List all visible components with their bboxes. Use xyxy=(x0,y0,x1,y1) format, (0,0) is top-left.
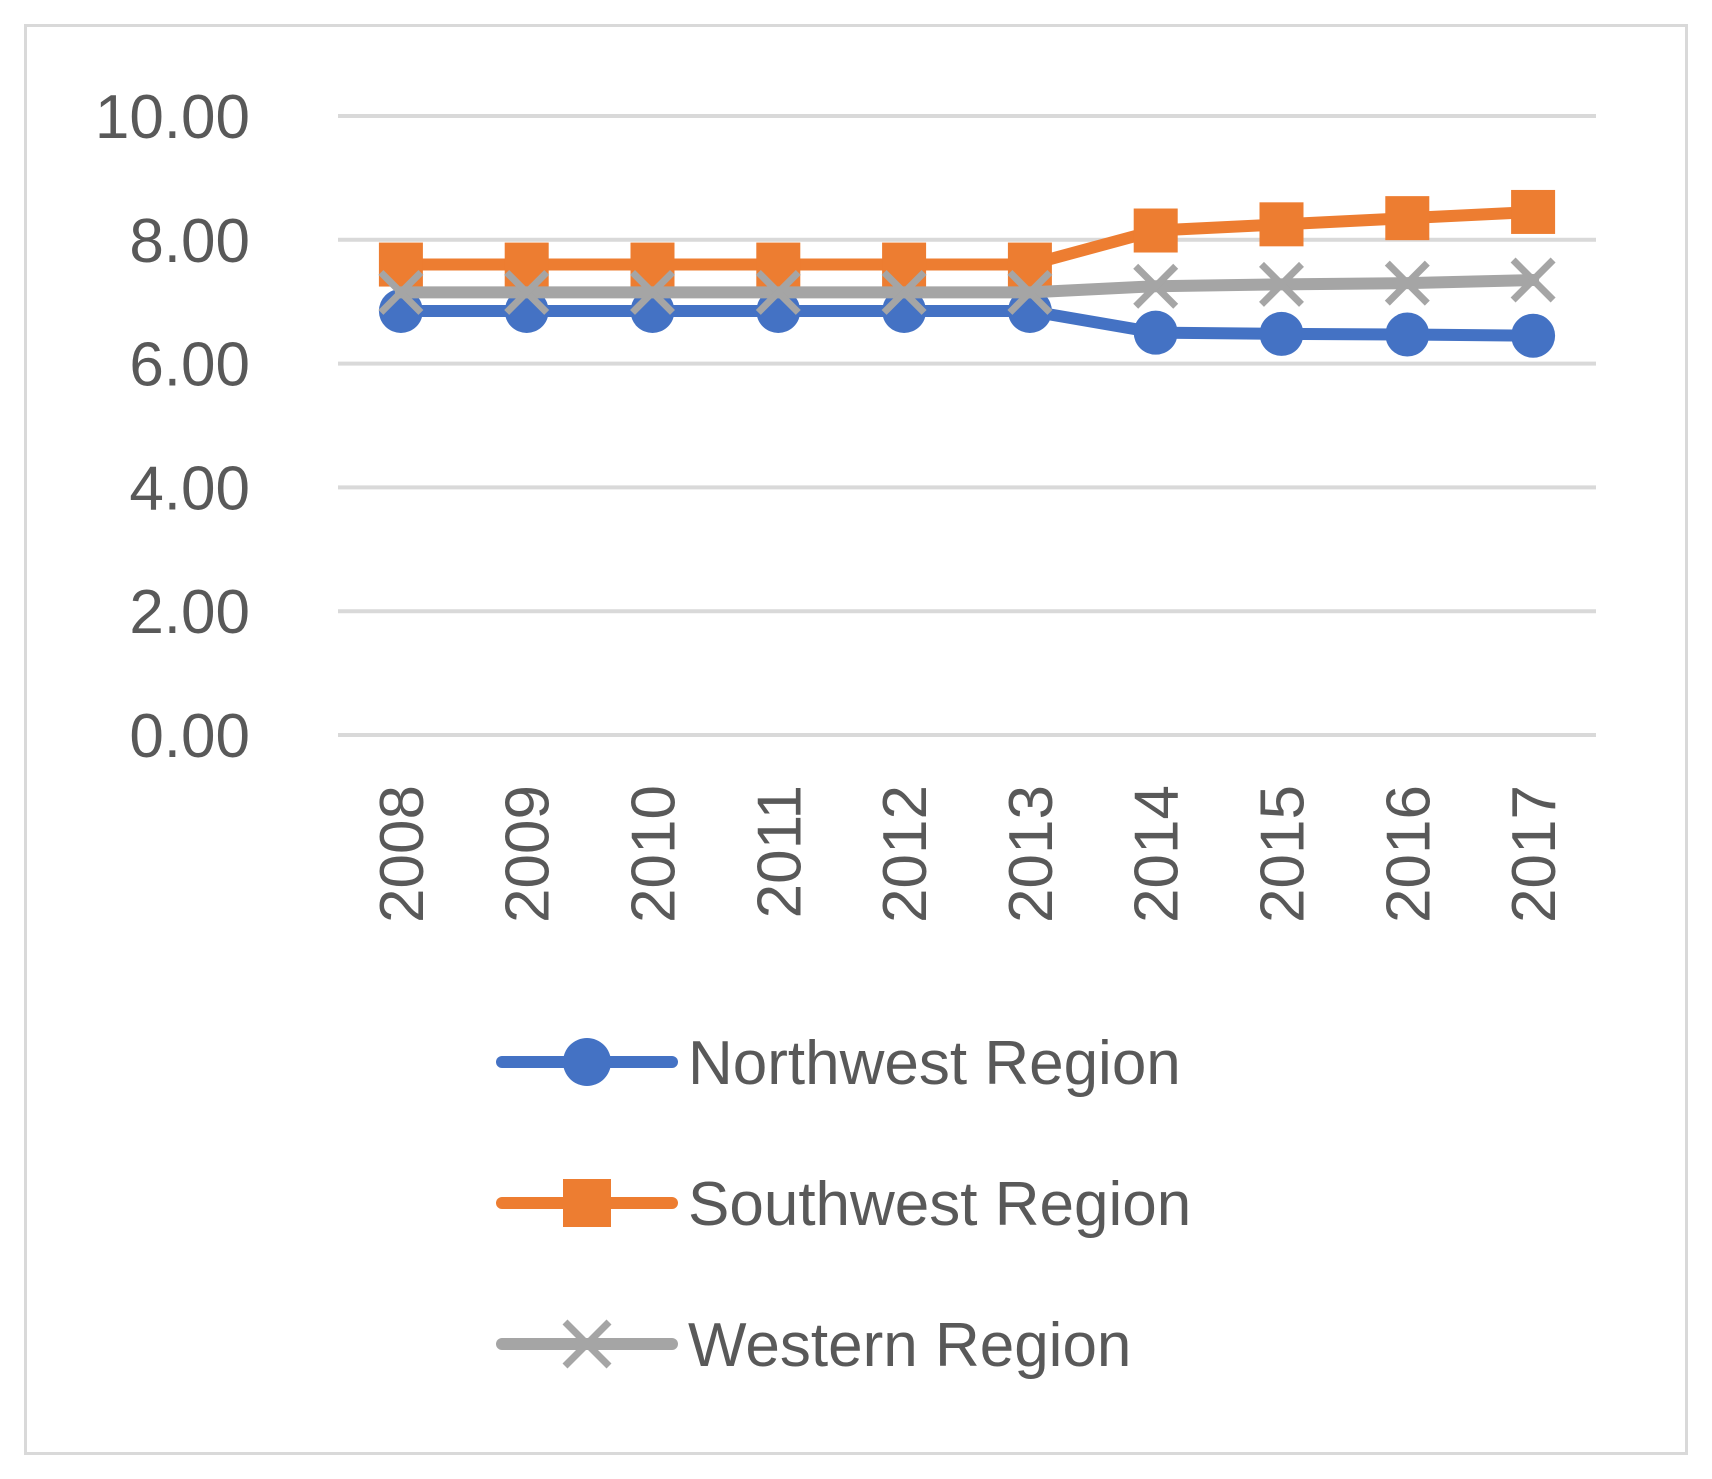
legend-marker-x xyxy=(562,1319,612,1369)
data-point-circle xyxy=(1385,312,1430,357)
series-line xyxy=(394,205,1540,271)
legend-label: Northwest Region xyxy=(688,1029,1181,1098)
x-tick-label: 2016 xyxy=(1374,785,1443,923)
y-tick-label: 8.00 xyxy=(129,207,250,276)
legend-marker-square xyxy=(563,1179,611,1227)
x-tick-label: 2009 xyxy=(494,785,563,923)
data-point-square xyxy=(1259,202,1304,247)
data-point-x xyxy=(1133,263,1179,309)
series-southwest-region xyxy=(378,189,1556,287)
y-axis-ticks: 0.00 2.00 4.00 6.00 8.00 10.00 xyxy=(95,83,250,771)
legend-label: Southwest Region xyxy=(688,1170,1191,1239)
legend-item: Southwest Region xyxy=(496,1170,1191,1239)
series-western-region xyxy=(378,257,1556,315)
data-point-circle xyxy=(1259,311,1304,356)
x-tick-label: 2017 xyxy=(1500,785,1569,923)
data-point-circle xyxy=(1511,313,1556,358)
x-tick-label: 2011 xyxy=(745,785,814,918)
x-tick-label: 2013 xyxy=(997,785,1066,923)
data-point-x xyxy=(1007,269,1053,315)
data-point-x xyxy=(755,269,801,315)
data-point-square xyxy=(1385,196,1430,241)
data-point-x xyxy=(1510,257,1556,303)
legend-item: Western Region xyxy=(496,1311,1131,1380)
y-tick-label: 10.00 xyxy=(95,83,250,152)
x-tick-label: 2015 xyxy=(1249,785,1318,923)
x-tick-label: 2012 xyxy=(871,785,940,923)
legend-item: Northwest Region xyxy=(496,1029,1181,1098)
y-tick-label: 6.00 xyxy=(129,331,250,400)
series-line xyxy=(394,304,1540,342)
legend-label: Western Region xyxy=(688,1311,1131,1380)
series-line xyxy=(394,274,1540,299)
gridlines xyxy=(338,114,1596,737)
x-tick-label: 2014 xyxy=(1123,785,1192,923)
y-tick-label: 0.00 xyxy=(129,702,250,771)
series-northwest-region xyxy=(378,288,1556,358)
data-point-square xyxy=(1133,208,1178,253)
data-point-x xyxy=(504,269,550,315)
x-axis-ticks: 2008 2009 2010 2011 2012 2013 2014 2015 2016 2017 xyxy=(368,785,1569,923)
x-tick-label: 2010 xyxy=(620,785,689,923)
data-point-x xyxy=(1259,261,1304,307)
y-tick-label: 2.00 xyxy=(129,578,250,647)
data-point-x xyxy=(881,269,927,315)
data-point-square xyxy=(1511,189,1556,234)
data-point-circle xyxy=(1133,310,1178,355)
legend: Northwest Region Southwest Region Western … xyxy=(496,1029,1191,1380)
series-lines xyxy=(378,189,1556,358)
data-point-x xyxy=(378,269,424,315)
y-tick-label: 4.00 xyxy=(129,454,250,523)
data-point-x xyxy=(1384,260,1430,306)
data-point-x xyxy=(630,269,675,315)
x-tick-label: 2008 xyxy=(368,785,437,923)
legend-marker-circle xyxy=(563,1038,611,1086)
